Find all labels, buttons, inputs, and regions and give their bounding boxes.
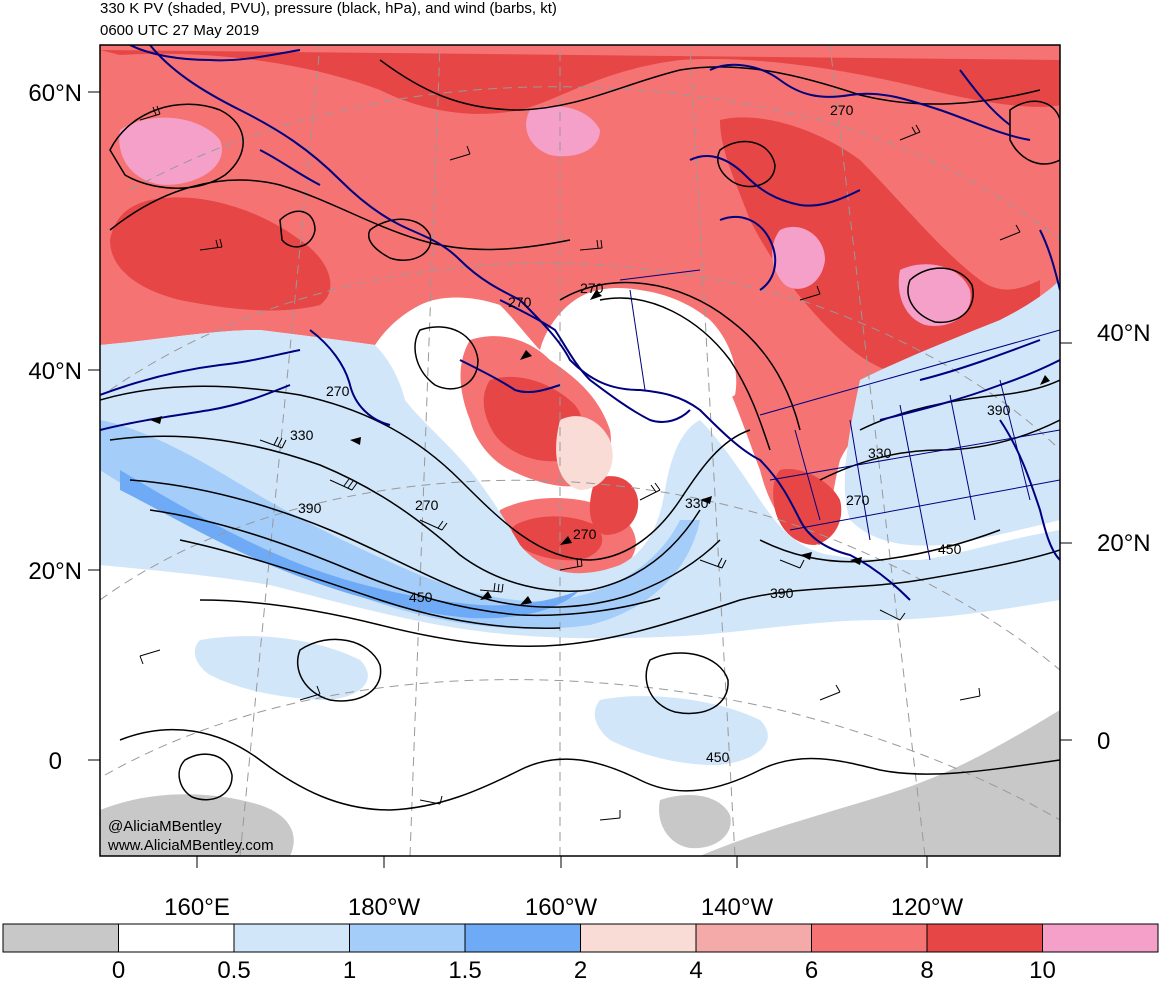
pv-pink-4 — [526, 106, 600, 157]
pv-high-core — [100, 50, 1060, 114]
longitude-labels: 160°E 180°W 160°W 140°W 120°W — [164, 894, 963, 921]
contour-label: 330 — [685, 495, 709, 511]
latitude-labels: 60°N 40°N 20°N 0 40°N 20°N 0 — [28, 80, 1150, 775]
contour-label: 330 — [868, 445, 892, 461]
contour-label: 450 — [409, 589, 433, 605]
colorbar-tick-label: 1 — [343, 957, 356, 981]
pv-jet-core — [120, 470, 580, 619]
lat-label-0: 0 — [49, 748, 62, 775]
lat-label-40n: 40°N — [28, 358, 82, 385]
colorbar-tick-label: 6 — [805, 957, 818, 981]
pressure-contours — [100, 59, 1060, 811]
colorbar-tick-label: 8 — [920, 957, 933, 981]
coastlines — [100, 45, 1060, 601]
pv-cutoff-core — [511, 516, 603, 561]
contour-labels: 270 270 270 270 270 270 330 330 330 390 … — [290, 102, 1011, 765]
colorbar-swatch — [811, 923, 928, 953]
pv-zero-patch — [659, 795, 731, 849]
pv-low-tropics — [194, 636, 368, 700]
pv-streamer — [589, 476, 639, 535]
contour-label: 390 — [987, 402, 1011, 418]
colorbar-swatch — [464, 923, 581, 953]
map-plot-area: 270 270 270 270 270 270 330 330 330 390 … — [100, 45, 1060, 856]
pv-pink-3 — [772, 226, 825, 289]
map-valid-time: 0600 UTC 27 May 2019 — [100, 22, 260, 39]
pv-baja-tongue — [773, 469, 842, 545]
pv-low-tropics-2 — [594, 696, 768, 766]
colorbar-swatch — [2, 923, 119, 953]
contour-label: 330 — [290, 427, 314, 443]
colorbar-swatch — [695, 923, 812, 953]
credit: @AliciaMBentley www.AliciaMBentley.com — [107, 818, 274, 854]
map-border — [99, 44, 1061, 857]
lat-label-20n: 20°N — [28, 558, 82, 585]
map-title: 330 K PV (shaded, PVU), pressure (black,… — [100, 0, 557, 17]
contour-label: 450 — [938, 541, 962, 557]
contour-label: 270 — [326, 383, 350, 399]
colorbar-swatch — [118, 923, 235, 953]
pv-ridge-pink — [556, 416, 613, 490]
lon-label-160e: 160°E — [164, 894, 230, 921]
contour-label: 390 — [770, 585, 794, 601]
colorbar-tick-label: 0.5 — [217, 957, 250, 981]
contour-label: 270 — [580, 280, 604, 296]
colorbar-tick-label: 10 — [1029, 957, 1056, 981]
pv-high-core-3 — [110, 197, 331, 311]
colorbar-tick-label: 2 — [574, 957, 587, 981]
contour-label: 390 — [298, 500, 322, 516]
axis-ticks — [88, 91, 1072, 868]
colorbar-swatch — [1042, 923, 1159, 953]
political-borders — [619, 269, 1060, 561]
credit-website: www.AliciaMBentley.com — [107, 837, 274, 854]
pv-pink-1 — [119, 117, 222, 185]
contour-label: 270 — [573, 526, 597, 542]
contour-label: 270 — [830, 102, 854, 118]
colorbar-swatch — [580, 923, 697, 953]
lat-label-right-40n: 40°N — [1097, 320, 1151, 347]
colorbar-swatch — [233, 923, 350, 953]
pv-zero-southwest — [100, 794, 294, 856]
credit-handle: @AliciaMBentley — [108, 818, 222, 835]
colorbar-tick-label: 1.5 — [448, 957, 481, 981]
colorbar: 0 0.5 1 1.5 2 4 6 8 10 — [2, 923, 1159, 981]
lon-label-180w: 180°W — [348, 894, 421, 921]
lat-label-right-0: 0 — [1097, 728, 1110, 755]
lon-label-120w: 120°W — [891, 894, 964, 921]
wind-barb-pennants — [150, 290, 1050, 605]
lon-label-160w: 160°W — [525, 894, 598, 921]
contour-label: 270 — [415, 497, 439, 513]
lat-label-right-20n: 20°N — [1097, 530, 1151, 557]
pv-zero-southeast — [700, 710, 1060, 856]
contour-label: 270 — [508, 294, 532, 310]
colorbar-tick-label: 4 — [689, 957, 702, 981]
wind-barbs — [139, 105, 1021, 856]
pv-ridge-white — [596, 288, 737, 401]
lon-label-140w: 140°W — [701, 894, 774, 921]
contour-label: 270 — [846, 492, 870, 508]
colorbar-swatch — [349, 923, 466, 953]
colorbar-tick-label: 0 — [112, 957, 125, 981]
lat-label-60n: 60°N — [28, 80, 82, 107]
colorbar-swatch — [926, 923, 1043, 953]
contour-label: 450 — [706, 749, 730, 765]
pv-low-east — [844, 280, 1060, 546]
